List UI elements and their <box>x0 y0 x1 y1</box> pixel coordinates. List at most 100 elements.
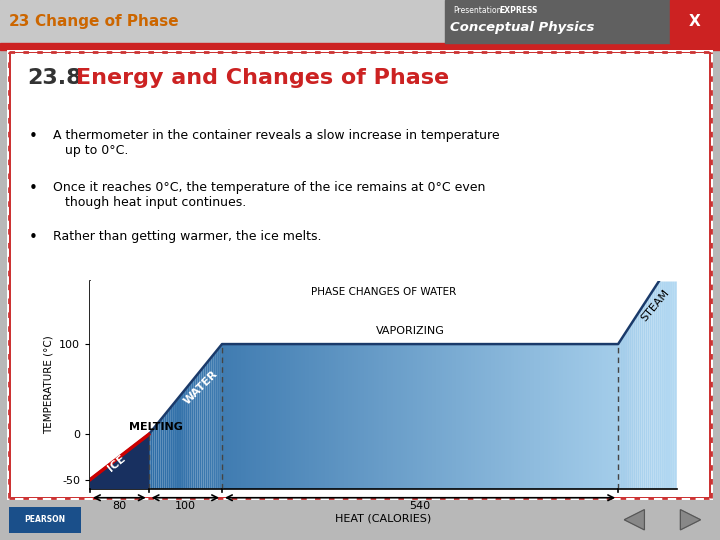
Polygon shape <box>217 348 219 489</box>
Polygon shape <box>540 344 542 489</box>
Polygon shape <box>262 344 264 489</box>
Polygon shape <box>383 344 385 489</box>
Polygon shape <box>554 344 556 489</box>
Bar <box>9 51 12 498</box>
Polygon shape <box>577 344 579 489</box>
Polygon shape <box>319 344 321 489</box>
Polygon shape <box>536 344 538 489</box>
Polygon shape <box>420 344 423 489</box>
Polygon shape <box>646 299 647 489</box>
Text: 23: 23 <box>9 14 30 29</box>
Polygon shape <box>194 376 196 489</box>
Polygon shape <box>462 344 464 489</box>
Polygon shape <box>90 478 92 489</box>
Text: 23.8: 23.8 <box>27 68 81 88</box>
Text: Presentation: Presentation <box>454 5 502 15</box>
Polygon shape <box>530 344 532 489</box>
Polygon shape <box>303 344 305 489</box>
Polygon shape <box>344 344 346 489</box>
Polygon shape <box>649 293 652 489</box>
Polygon shape <box>90 254 677 489</box>
Polygon shape <box>464 344 466 489</box>
Polygon shape <box>562 344 563 489</box>
Polygon shape <box>497 344 499 489</box>
Polygon shape <box>454 344 456 489</box>
Polygon shape <box>309 344 311 489</box>
Polygon shape <box>600 344 603 489</box>
Polygon shape <box>644 302 646 489</box>
Polygon shape <box>90 435 149 489</box>
Polygon shape <box>544 344 546 489</box>
Polygon shape <box>178 396 180 489</box>
Polygon shape <box>176 399 178 489</box>
Polygon shape <box>149 432 150 489</box>
Polygon shape <box>168 408 170 489</box>
Polygon shape <box>604 344 606 489</box>
Polygon shape <box>630 323 632 489</box>
Polygon shape <box>272 344 274 489</box>
Polygon shape <box>315 344 317 489</box>
Polygon shape <box>638 311 639 489</box>
Polygon shape <box>377 344 379 489</box>
Text: ICE: ICE <box>106 453 127 474</box>
Polygon shape <box>292 344 294 489</box>
Polygon shape <box>565 344 567 489</box>
Polygon shape <box>158 420 161 489</box>
Polygon shape <box>657 281 660 489</box>
Polygon shape <box>155 425 156 489</box>
Polygon shape <box>295 344 297 489</box>
Polygon shape <box>395 344 397 489</box>
Polygon shape <box>268 344 270 489</box>
Text: WATER: WATER <box>181 369 220 406</box>
Text: 100: 100 <box>175 501 196 511</box>
Polygon shape <box>663 272 665 489</box>
Polygon shape <box>428 344 431 489</box>
Polygon shape <box>628 326 630 489</box>
Text: Conceptual Physics: Conceptual Physics <box>450 21 595 34</box>
Polygon shape <box>426 344 428 489</box>
Text: MELTING: MELTING <box>129 422 183 432</box>
Polygon shape <box>330 344 333 489</box>
Polygon shape <box>287 344 289 489</box>
Polygon shape <box>626 329 628 489</box>
Polygon shape <box>397 344 399 489</box>
Polygon shape <box>328 344 330 489</box>
Polygon shape <box>612 344 614 489</box>
Polygon shape <box>186 386 188 489</box>
Polygon shape <box>364 344 366 489</box>
Polygon shape <box>161 417 163 489</box>
Polygon shape <box>425 344 426 489</box>
Text: STEAM: STEAM <box>639 287 671 323</box>
Polygon shape <box>297 344 300 489</box>
Polygon shape <box>528 344 530 489</box>
Polygon shape <box>164 413 166 489</box>
Polygon shape <box>515 344 516 489</box>
Polygon shape <box>156 422 158 489</box>
Polygon shape <box>608 344 611 489</box>
Polygon shape <box>102 469 104 489</box>
Polygon shape <box>109 463 112 489</box>
Polygon shape <box>260 344 262 489</box>
Polygon shape <box>552 344 554 489</box>
Polygon shape <box>405 344 407 489</box>
Polygon shape <box>448 344 450 489</box>
Polygon shape <box>106 466 107 489</box>
Polygon shape <box>358 344 360 489</box>
Polygon shape <box>313 344 315 489</box>
Polygon shape <box>366 344 368 489</box>
Polygon shape <box>403 344 405 489</box>
Polygon shape <box>444 344 446 489</box>
Polygon shape <box>431 344 432 489</box>
Polygon shape <box>213 353 215 489</box>
Polygon shape <box>624 510 644 530</box>
Polygon shape <box>323 344 325 489</box>
Polygon shape <box>180 394 182 489</box>
Polygon shape <box>618 341 620 489</box>
Polygon shape <box>575 344 577 489</box>
Polygon shape <box>485 344 487 489</box>
Polygon shape <box>354 344 356 489</box>
Polygon shape <box>243 344 245 489</box>
Polygon shape <box>131 447 133 489</box>
Polygon shape <box>336 344 338 489</box>
Polygon shape <box>147 435 149 489</box>
